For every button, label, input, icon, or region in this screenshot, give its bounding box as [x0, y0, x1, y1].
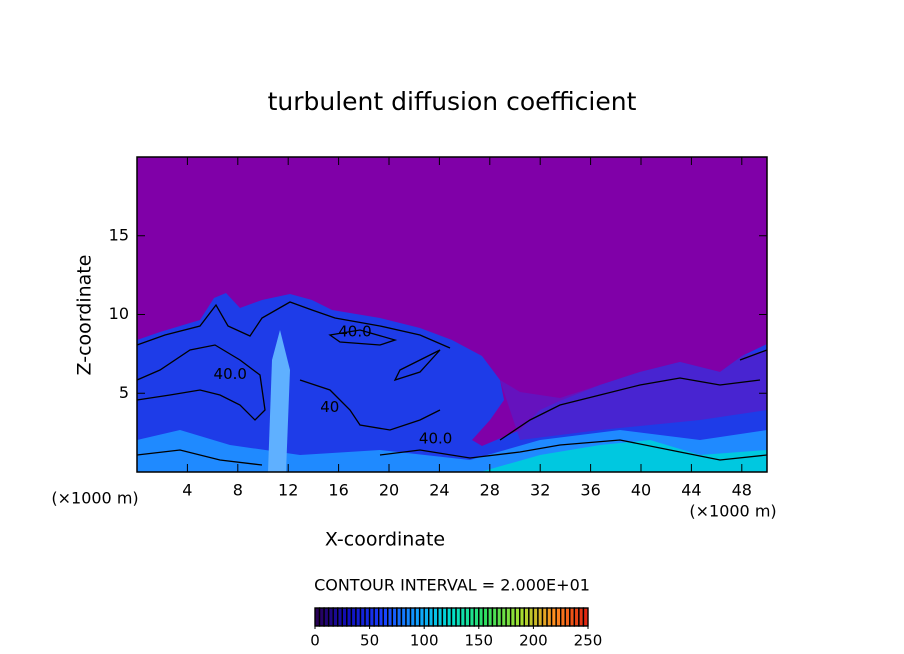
field: [136, 157, 768, 472]
x-tick-label: 44: [681, 481, 701, 500]
x-tick-label: 36: [580, 481, 600, 500]
x-tick-label: 40: [631, 481, 651, 500]
contour-label: 40.0: [419, 429, 452, 447]
chart-title: turbulent diffusion coefficient: [268, 87, 637, 116]
colorbar-tick-label: 100: [410, 632, 439, 650]
colorbar-tick-label: 50: [360, 632, 379, 650]
contour-label: 40.0: [214, 365, 247, 383]
x-tick-label: 8: [233, 481, 243, 500]
contour-label: 40: [320, 398, 339, 416]
y-axis-label: Z-coordinate: [74, 255, 96, 376]
contour-label: 40.0: [338, 322, 371, 340]
colorbar-swatch: [582, 607, 589, 627]
x-unit-label: (×1000 m): [689, 502, 776, 521]
contour-lines: [136, 301, 768, 466]
y-tick-label: 15: [109, 225, 129, 244]
x-tick-label: 20: [379, 481, 399, 500]
field-wave: [500, 350, 767, 440]
x-tick-label: 48: [732, 481, 752, 500]
colorbar-frame: [314, 607, 589, 627]
x-tick-label: 32: [530, 481, 550, 500]
y-unit-label: (×1000 m): [51, 489, 138, 508]
x-tick-label: 28: [480, 481, 500, 500]
colorbar-tick-label: 0: [310, 632, 320, 650]
colorbar-tick-label: 150: [464, 632, 493, 650]
y-tick-label: 10: [109, 304, 129, 323]
x-tick-label: 12: [278, 481, 298, 500]
y-tick-label: 5: [119, 383, 129, 402]
x-tick-label: 24: [429, 481, 449, 500]
contour-interval: CONTOUR INTERVAL = 2.000E+01: [314, 576, 590, 595]
field-high: [480, 440, 767, 472]
field-column: [268, 330, 290, 472]
x-tick-label: 16: [328, 481, 348, 500]
x-tick-label: 4: [182, 481, 192, 500]
x-axis-label: X-coordinate: [325, 529, 445, 551]
colorbar-tick-label: 250: [574, 632, 603, 650]
colorbar-tick-label: 200: [519, 632, 548, 650]
